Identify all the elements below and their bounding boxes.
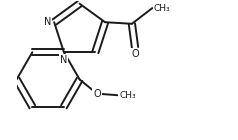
Text: O: O	[93, 89, 101, 99]
Text: CH₃: CH₃	[119, 91, 136, 100]
Text: N: N	[44, 17, 52, 27]
Text: N: N	[60, 55, 68, 65]
Text: CH₃: CH₃	[154, 4, 171, 13]
Text: O: O	[131, 49, 139, 59]
